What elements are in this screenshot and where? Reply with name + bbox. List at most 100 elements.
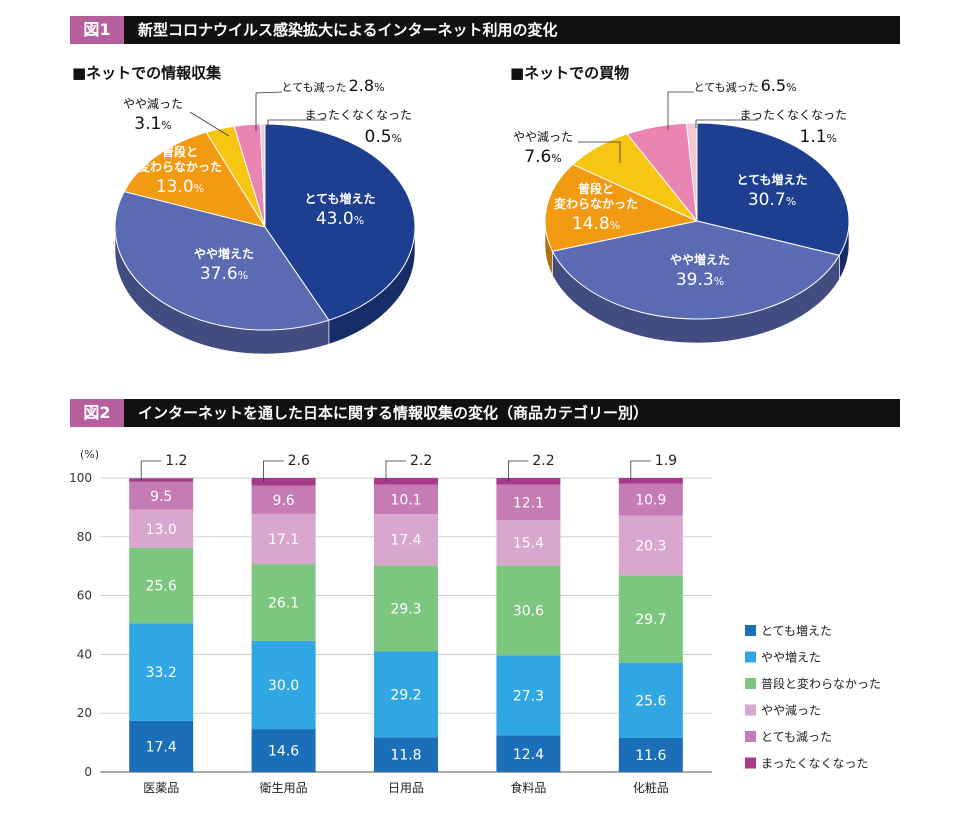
bar-data-label: 27.3: [513, 688, 544, 704]
bar-data-label: 2.2: [410, 453, 432, 469]
pie-slice-label: とても減った 2.8%: [281, 76, 384, 95]
bar-leader-line: [263, 460, 284, 482]
legend-swatch: [745, 678, 756, 689]
x-tick-label: 日用品: [388, 781, 424, 795]
bar-segment: [374, 484, 438, 515]
pie-slice-value: 14.8%: [572, 214, 620, 234]
legend-swatch: [745, 704, 756, 716]
pie-slice-label-text: やや減った: [123, 96, 183, 111]
stacked-bar-chart: (%) 0 20 40 60 80 100 17.4 33.2 25.6 13.0 9.5 1.2 医薬品…: [69, 448, 881, 795]
y-tick-label: 60: [77, 589, 92, 603]
pie-slice-label-text: 変わらなかった: [138, 159, 222, 174]
pie-slice-label: とても減った 6.5%: [693, 76, 796, 95]
y-axis-label: (%): [80, 448, 99, 461]
bar-segment: [251, 478, 316, 486]
bar-segment: [129, 509, 194, 548]
pie-slice: [123, 131, 267, 228]
bar-data-label: 2.6: [288, 453, 310, 469]
pie-slice-label: まったくなくなった 1.1%: [739, 108, 847, 147]
pie-slice-label: まったくなくなった 0.5%: [304, 108, 412, 147]
legend-swatch: [745, 757, 756, 769]
bar-leader-line: [385, 460, 406, 482]
pie-slice-label: やや増えた 39.3%: [670, 252, 730, 290]
legend-label: とても増えた: [761, 624, 832, 638]
pie-leader-line: [255, 91, 283, 131]
bar-segment: [618, 478, 683, 484]
legend-label: やや減った: [761, 703, 821, 718]
bar-data-label: 17.1: [268, 532, 299, 548]
legend-label: やや増えた: [761, 651, 821, 665]
pie-slice-value: 13.0%: [156, 177, 204, 197]
bar-segment: [374, 565, 438, 652]
pie-slice-label-text: とても減った 6.5%: [693, 76, 796, 95]
legend: とても増えたやや増えた普段と変わらなかったやや減ったとても減ったまったくなくなっ…: [745, 624, 881, 771]
bar-segment: [618, 737, 683, 772]
bar-segment: [129, 720, 194, 772]
bar-data-label: 25.6: [635, 693, 666, 709]
bar-segment: [618, 483, 683, 516]
legend-label: とても減った: [761, 729, 832, 744]
pie-title: ■ネットでの買物: [510, 64, 629, 82]
bar-segment: [618, 515, 683, 576]
figure2-tag: 図2: [70, 399, 124, 427]
legend-label: まったくなくなった: [761, 757, 869, 771]
bar-data-label: 17.4: [146, 739, 177, 755]
pie-slice: [544, 163, 699, 252]
pie-slice-label: やや増えた 37.6%: [194, 246, 254, 284]
bar-data-label: 2.2: [532, 453, 554, 469]
bar-segment: [251, 513, 316, 565]
bar-data-label: 15.4: [513, 536, 544, 552]
bar-data-label: 30.0: [268, 678, 299, 694]
bar-data-label: 14.6: [268, 744, 299, 760]
bar-segment: [496, 484, 561, 521]
bar-segment: [251, 564, 316, 641]
pie-slice-label-text: 変わらなかった: [554, 196, 638, 211]
bar-leader-line: [140, 460, 162, 481]
pie-slice-value: 43.0%: [316, 209, 364, 229]
pie-slice: [696, 122, 850, 256]
bar-segment: [374, 737, 438, 772]
pie-leader-line: [667, 91, 694, 130]
bar-segment: [496, 520, 561, 566]
bar-data-label: 20.3: [635, 538, 666, 554]
bar-segment: [251, 640, 316, 730]
x-tick-label: 化粧品: [633, 781, 669, 795]
pie-leader-line: [267, 119, 326, 128]
bar-segment: [496, 655, 561, 736]
pie-slice: [685, 122, 698, 222]
pie-slice: [259, 123, 266, 228]
x-tick-label: 食料品: [510, 780, 546, 795]
pie-slice-label: とても増えた 30.7%: [736, 172, 807, 210]
pie-slice-value: 1.1%: [800, 127, 838, 147]
pie-slice-value: 37.6%: [200, 264, 248, 284]
y-tick-label: 0: [84, 765, 92, 779]
bar-segment: [129, 623, 194, 721]
pie-slice-label: やや減った 3.1%: [123, 96, 183, 134]
bar-data-label: 1.9: [655, 453, 677, 469]
bar-data-label: 1.2: [165, 453, 187, 469]
bar-segment: [129, 478, 194, 482]
y-tick-label: 100: [69, 471, 92, 485]
pie-slice-label-text: 普段と: [162, 144, 198, 159]
bar-segment: [374, 651, 438, 738]
pie-slice-label: とても増えた 43.0%: [304, 191, 375, 229]
figure1-title: 新型コロナウイルス感染拡大によるインターネット利用の変化: [138, 21, 558, 39]
bar-data-label: 9.6: [272, 493, 294, 509]
bar-segment: [618, 662, 683, 738]
pie-slice-value: 39.3%: [676, 270, 724, 290]
y-tick-label: 40: [77, 647, 92, 661]
bar-data-label: 10.9: [635, 493, 666, 509]
bar-leader-line: [630, 460, 651, 481]
bar-segment: [374, 514, 438, 566]
bar-data-label: 13.0: [146, 522, 177, 538]
bar-segment: [496, 565, 561, 656]
legend-swatch: [745, 731, 756, 742]
legend-label: 普段と変わらなかった: [761, 676, 881, 691]
bar-data-label: 12.4: [513, 747, 544, 763]
legend-swatch: [745, 651, 756, 663]
pie-slice-label-text: まったくなくなった: [739, 108, 847, 122]
pie-slice-label-text: やや減った: [513, 129, 573, 144]
